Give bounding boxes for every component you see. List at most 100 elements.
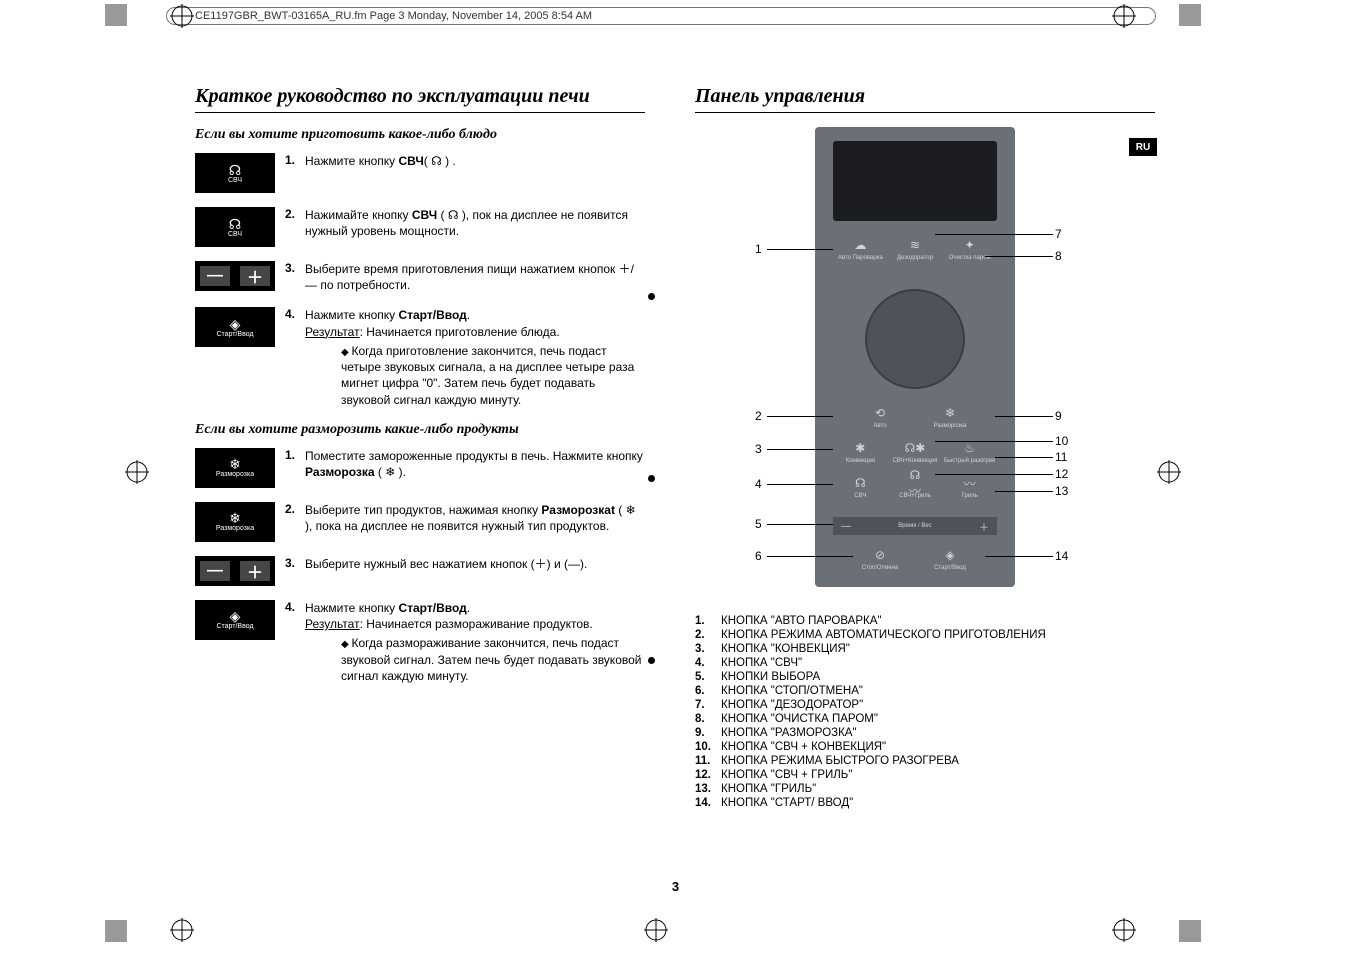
microwave-button: ☊СВЧ [833,475,888,499]
callout-7: 7 [1055,227,1062,241]
step-body: Выберите тип продуктов, нажимая кнопку Р… [305,502,645,542]
callout-9: 9 [1055,409,1062,423]
left-title: Краткое руководство по эксплуатации печи [195,85,645,113]
section-cook-title: Если вы хотите приготовить какое-либо бл… [195,127,645,143]
legend-item: 6.КНОПКА "СТОП/ОТМЕНА" [695,685,1155,697]
display-screen [833,141,997,221]
cook-step-4: ◈Старт/Ввод 4. Нажмите кнопку Старт/Ввод… [195,307,645,407]
step-number: 1. [285,153,305,193]
callout-2: 2 [755,409,762,423]
control-panel: ☁Авто Пароварка ≋Дезодоратор ✦Очистка па… [815,127,1015,587]
registration-mark [1112,918,1136,942]
registration-mark [170,4,194,28]
legend-item: 1.КНОПКА "АВТО ПАРОВАРКА" [695,615,1155,627]
step-number: 4. [285,307,305,407]
defrost-step-1: ❄Разморозка 1. Поместите замороженные пр… [195,448,645,488]
registration-mark [1112,4,1136,28]
right-title: Панель управления [695,85,1155,113]
registration-mark [125,460,149,484]
legend-item: 11.КНОПКА РЕЖИМА БЫСТРОГО РАЗОГРЕВА [695,755,1155,767]
time-bar: —Время / Вес＋ [833,517,997,535]
registration-mark [644,918,668,942]
quick-heat-button: ♨Быстрый разогрев [942,440,997,464]
mw-convection-button: ☊✱СВЧ+Конвекция [888,440,943,464]
legend-item: 9.КНОПКА "РАЗМОРОЗКА" [695,727,1155,739]
stop-button: ⊘Стоп/Отмена [845,547,915,571]
auto-button: ⟲Авто [845,405,915,429]
legend-item: 7.КНОПКА "ДЕЗОДОРАТОР" [695,699,1155,711]
file-header: CE1197GBR_BWT-03165A_RU.fm Page 3 Monday… [195,10,592,22]
start-button: ◈Старт/Ввод [915,547,985,571]
grill-button: 〰Гриль [942,475,997,499]
cook-step-2: ☊СВЧ 2. Нажимайте кнопку СВЧ ( ☊ ), пок … [195,207,645,247]
plus-minus-icon: —＋ [195,556,275,586]
legend-item: 14.КНОПКА "СТАРТ/ ВВОД" [695,797,1155,809]
dial [865,289,965,389]
legend-item: 13.КНОПКА "ГРИЛЬ" [695,783,1155,795]
legend-item: 2.КНОПКА РЕЖИМА АВТОМАТИЧЕСКОГО ПРИГОТОВ… [695,629,1155,641]
step-number: 2. [285,502,305,542]
page-number: 3 [672,879,679,894]
printer-mark [1179,4,1201,26]
callout-1: 1 [755,242,762,256]
callout-8: 8 [1055,249,1062,263]
step-number: 1. [285,448,305,488]
step-number: 2. [285,207,305,247]
step-number: 3. [285,556,305,586]
legend-item: 10.КНОПКА "СВЧ + КОНВЕКЦИЯ" [695,741,1155,753]
step-number: 3. [285,261,305,293]
panel-legend: 1.КНОПКА "АВТО ПАРОВАРКА" 2.КНОПКА РЕЖИМ… [695,615,1155,809]
callout-3: 3 [755,442,762,456]
panel-top-row: ☁Авто Пароварка ≋Дезодоратор ✦Очистка па… [833,237,997,261]
legend-item: 4.КНОПКА "СВЧ" [695,657,1155,669]
defrost-button: ❄Разморозка [915,405,985,429]
microwave-icon: ☊СВЧ [195,207,275,247]
step-body: Выберите время приготовления пищи нажати… [305,261,645,293]
step-body: Поместите замороженные продукты в печь. … [305,448,645,488]
registration-mark [170,918,194,942]
plus-minus-icon: —＋ [195,261,275,291]
panel-mid-row-3: ☊СВЧ ☊〰СВЧ+Гриль 〰Гриль [833,475,997,499]
cook-step-1: ☊СВЧ 1. Нажмите кнопку СВЧ( ☊ ) . [195,153,645,193]
left-column: Краткое руководство по эксплуатации печи… [195,85,645,698]
start-icon: ◈Старт/Ввод [195,307,275,347]
callout-11: 11 [1055,450,1067,464]
callout-10: 10 [1055,434,1068,448]
step-body: Нажмите кнопку Старт/Ввод. Результат: На… [305,307,645,407]
start-icon: ◈Старт/Ввод [195,600,275,640]
defrost-icon: ❄Разморозка [195,502,275,542]
callout-6: 6 [755,549,762,563]
section-defrost-title: Если вы хотите разморозить какие-либо пр… [195,422,645,438]
printer-mark [105,4,127,26]
legend-item: 8.КНОПКА "ОЧИСТКА ПАРОМ" [695,713,1155,725]
steam-cook-button: ☁Авто Пароварка [833,237,888,261]
step-body: Нажимайте кнопку СВЧ ( ☊ ), пок на диспл… [305,207,645,247]
callout-13: 13 [1055,484,1068,498]
panel-mid-row-2: ✱Конвекция ☊✱СВЧ+Конвекция ♨Быстрый разо… [833,440,997,464]
legend-item: 3.КНОПКА "КОНВЕКЦИЯ" [695,643,1155,655]
printer-mark [1179,920,1201,942]
right-column: Панель управления ☁Авто Пароварка ≋Дезод… [695,85,1155,811]
callout-12: 12 [1055,467,1068,481]
callout-4: 4 [755,477,762,491]
microwave-icon: ☊СВЧ [195,153,275,193]
step-body: Выберите нужный вес нажатием кнопок (＋) … [305,556,645,586]
step-body: Нажмите кнопку Старт/Ввод. Результат: На… [305,600,645,684]
panel-bottom-row: ⊘Стоп/Отмена ◈Старт/Ввод [833,547,997,571]
mw-grill-button: ☊〰СВЧ+Гриль [888,475,943,499]
defrost-step-4: ◈Старт/Ввод 4. Нажмите кнопку Старт/Ввод… [195,600,645,684]
defrost-step-2: ❄Разморозка 2. Выберите тип продуктов, н… [195,502,645,542]
callout-14: 14 [1055,549,1068,563]
convection-button: ✱Конвекция [833,440,888,464]
cook-step-3: —＋ 3. Выберите время приготовления пищи … [195,261,645,293]
panel-mid-row-1: ⟲Авто ❄Разморозка [833,405,997,429]
printer-mark [105,920,127,942]
deodorize-button: ≋Дезодоратор [888,237,943,261]
control-panel-diagram: ☁Авто Пароварка ≋Дезодоратор ✦Очистка па… [695,127,1155,597]
callout-5: 5 [755,517,762,531]
steam-clean-button: ✦Очистка паром [942,237,997,261]
defrost-step-3: —＋ 3. Выберите нужный вес нажатием кнопо… [195,556,645,586]
defrost-icon: ❄Разморозка [195,448,275,488]
legend-item: 5.КНОПКИ ВЫБОРА [695,671,1155,683]
registration-mark [1157,460,1181,484]
